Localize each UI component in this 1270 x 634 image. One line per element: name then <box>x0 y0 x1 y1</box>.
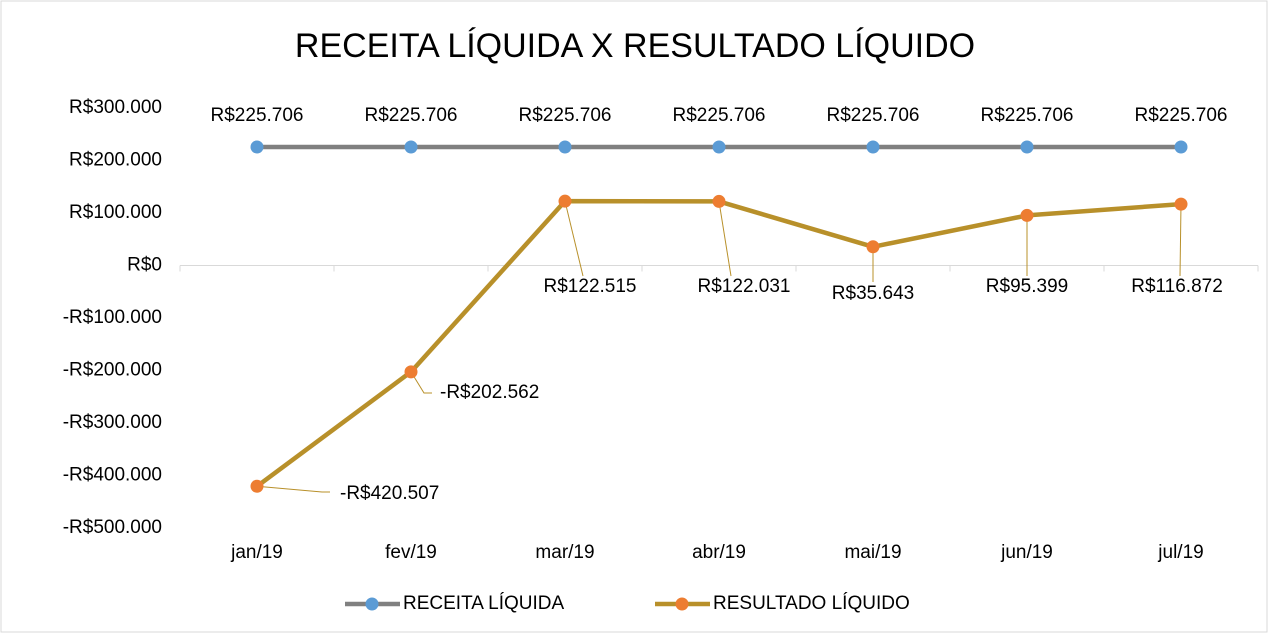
y-tick-label: R$300.000 <box>69 97 162 118</box>
leader-line <box>1179 204 1182 277</box>
marker <box>250 479 264 493</box>
y-tick-label: R$100.000 <box>69 202 162 223</box>
legend-label: RECEITA LÍQUIDA <box>403 593 565 614</box>
y-tick-label: -R$100.000 <box>63 307 162 328</box>
legend-label: RESULTADO LÍQUIDO <box>713 593 910 614</box>
data-label: R$225.706 <box>673 105 766 126</box>
leader-line <box>256 485 330 493</box>
x-tick-label: mai/19 <box>844 542 901 563</box>
legend-marker <box>675 597 689 611</box>
marker <box>1020 140 1034 154</box>
x-tick-label: jun/19 <box>1000 542 1053 563</box>
marker <box>1020 208 1034 222</box>
y-tick-label: R$0 <box>127 255 162 276</box>
data-label: R$225.706 <box>519 105 612 126</box>
data-label: R$122.031 <box>698 276 791 297</box>
marker <box>866 140 880 154</box>
marker <box>250 140 264 154</box>
data-label: R$225.706 <box>211 105 304 126</box>
marker <box>558 140 572 154</box>
leader-line <box>718 201 732 277</box>
y-tick-label: R$200.000 <box>69 150 162 171</box>
data-label: R$225.706 <box>365 105 458 126</box>
y-tick-label: -R$400.000 <box>63 465 162 486</box>
y-tick-label: -R$500.000 <box>63 517 162 538</box>
marker <box>558 194 572 208</box>
data-label: R$225.706 <box>1135 105 1228 126</box>
marker <box>712 194 726 208</box>
x-tick-label: fev/19 <box>385 542 437 563</box>
x-tick-label: jul/19 <box>1157 542 1203 563</box>
x-tick-label: mar/19 <box>535 542 594 563</box>
leader-line <box>564 201 584 277</box>
leader-line <box>410 371 432 394</box>
x-tick-label: abr/19 <box>692 542 746 563</box>
marker <box>712 140 726 154</box>
y-tick-label: -R$200.000 <box>63 360 162 381</box>
marker <box>1174 197 1188 211</box>
data-label: R$225.706 <box>827 105 920 126</box>
chart-title: RECEITA LÍQUIDA X RESULTADO LÍQUIDO <box>295 27 975 65</box>
data-label: R$122.515 <box>544 276 637 297</box>
data-label: R$35.643 <box>832 283 914 304</box>
marker <box>404 365 418 379</box>
marker <box>866 240 880 254</box>
x-tick-label: jan/19 <box>230 542 283 563</box>
data-label: -R$420.507 <box>340 483 439 504</box>
marker <box>1174 140 1188 154</box>
data-label: R$225.706 <box>981 105 1074 126</box>
data-label: R$95.399 <box>986 276 1068 297</box>
data-label: -R$202.562 <box>440 382 539 403</box>
y-tick-label: -R$300.000 <box>63 412 162 433</box>
marker <box>404 140 418 154</box>
legend-marker <box>365 597 379 611</box>
data-label: R$116.872 <box>1131 276 1223 297</box>
